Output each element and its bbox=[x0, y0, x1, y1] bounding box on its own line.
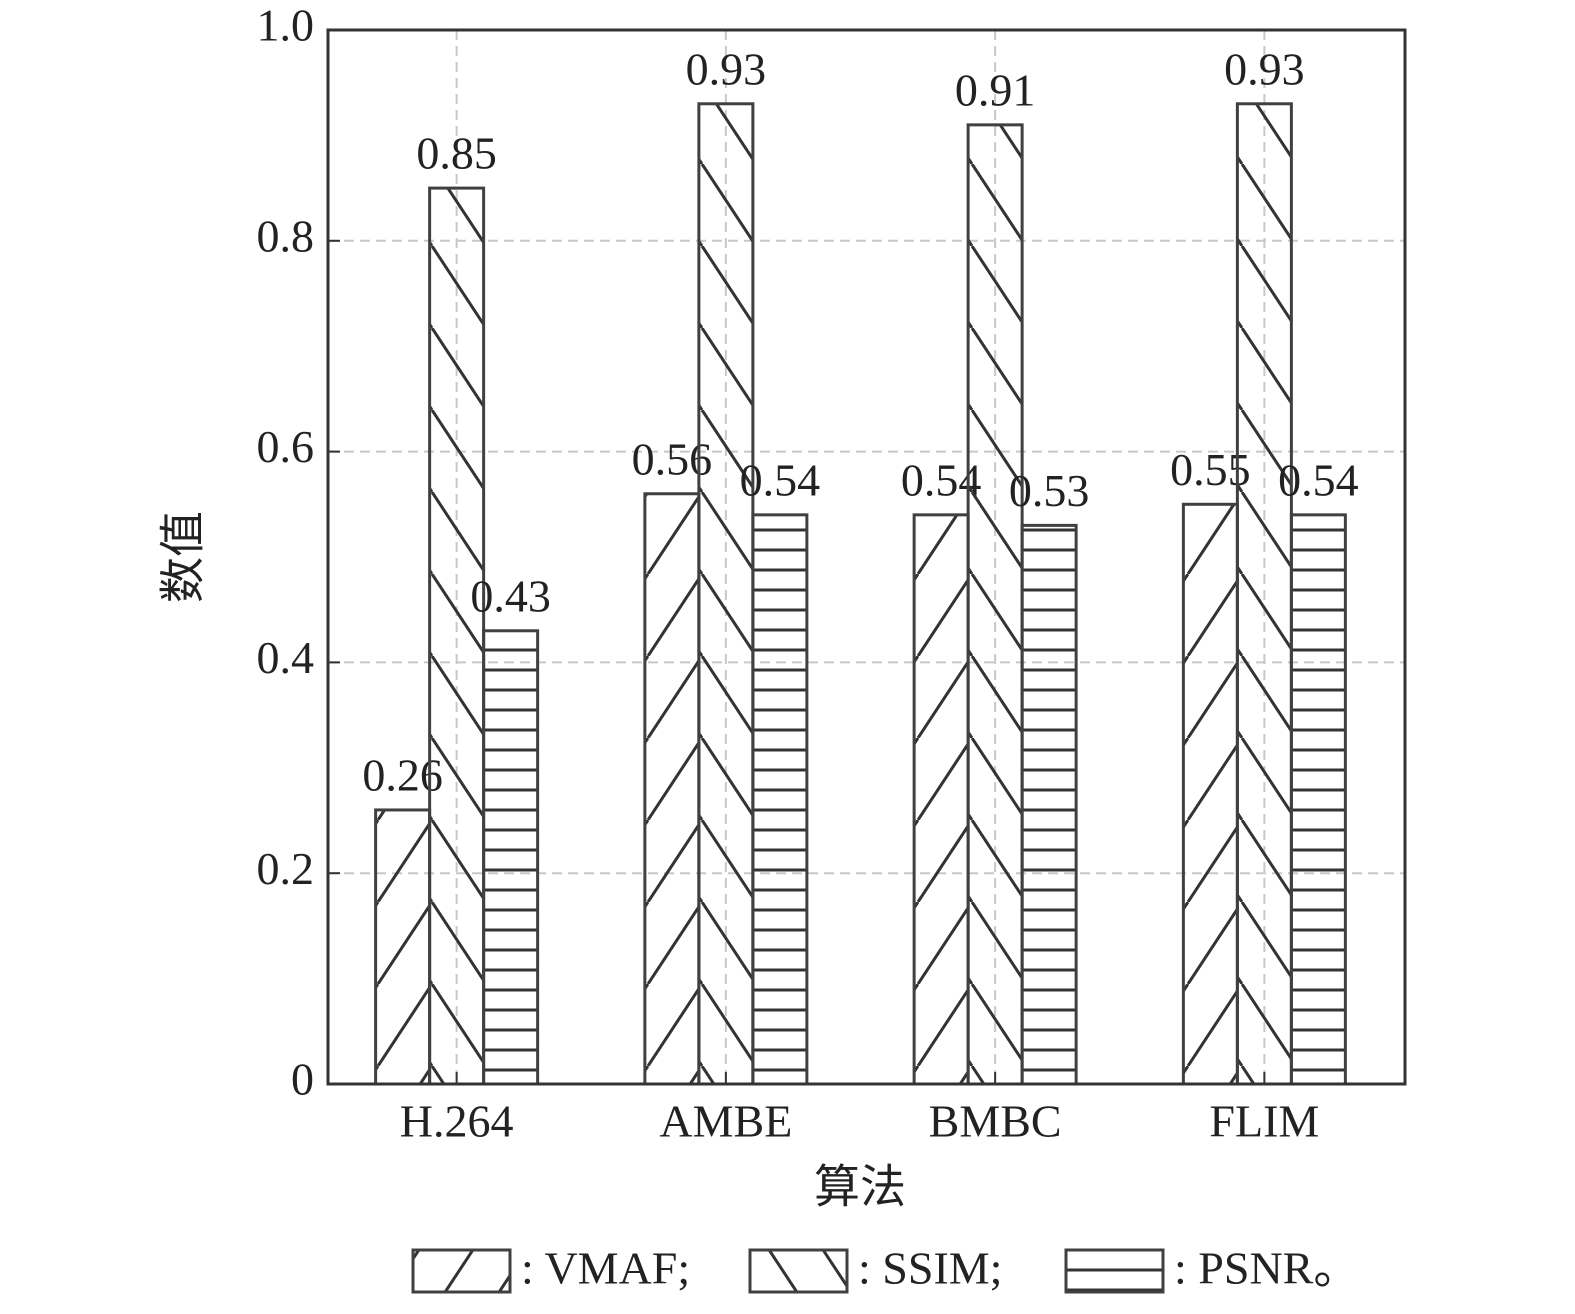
value-label: 0.54 bbox=[1278, 454, 1359, 505]
bar bbox=[482, 629, 540, 1086]
legend-swatch bbox=[411, 1248, 512, 1294]
legend-swatch bbox=[1064, 1248, 1165, 1294]
bar bbox=[1235, 102, 1293, 1086]
value-label: 0.54 bbox=[740, 454, 821, 505]
value-label: 0.91 bbox=[955, 64, 1036, 115]
value-label: 0.93 bbox=[686, 43, 767, 94]
y-tick-label: 0.6 bbox=[257, 421, 315, 472]
legend-label: : SSIM; bbox=[858, 1243, 1002, 1294]
plot-frame bbox=[326, 28, 1407, 1086]
y-tick-label: 0.8 bbox=[257, 210, 315, 261]
y-tick-label: 1.0 bbox=[257, 0, 315, 51]
legend-label: : PSNR。 bbox=[1174, 1243, 1359, 1294]
bar bbox=[1181, 502, 1239, 1086]
x-tick-label: AMBE bbox=[659, 1096, 792, 1147]
y-axis-label: 数值 bbox=[158, 511, 209, 603]
bar bbox=[643, 492, 701, 1086]
bar bbox=[1020, 523, 1078, 1086]
y-tick-label: 0.2 bbox=[257, 843, 315, 894]
bar bbox=[751, 513, 809, 1086]
bar bbox=[966, 123, 1024, 1086]
value-label: 0.85 bbox=[416, 128, 497, 179]
x-axis-label: 算法 bbox=[814, 1162, 906, 1213]
x-tick-label: BMBC bbox=[929, 1096, 1062, 1147]
value-label: 0.53 bbox=[1009, 465, 1090, 516]
bar bbox=[912, 513, 970, 1086]
y-tick-label: 0.4 bbox=[257, 632, 315, 683]
bar bbox=[697, 102, 755, 1086]
value-label: 0.43 bbox=[470, 570, 551, 621]
value-label: 0.93 bbox=[1224, 43, 1305, 94]
legend-label: : VMAF; bbox=[521, 1243, 690, 1294]
bar bbox=[374, 808, 432, 1086]
bar bbox=[428, 186, 486, 1086]
x-tick-label: FLIM bbox=[1209, 1096, 1319, 1147]
bar bbox=[1289, 513, 1347, 1086]
y-tick-label: 0 bbox=[291, 1054, 314, 1105]
legend-swatch bbox=[748, 1248, 849, 1294]
x-tick-label: H.264 bbox=[400, 1096, 514, 1147]
